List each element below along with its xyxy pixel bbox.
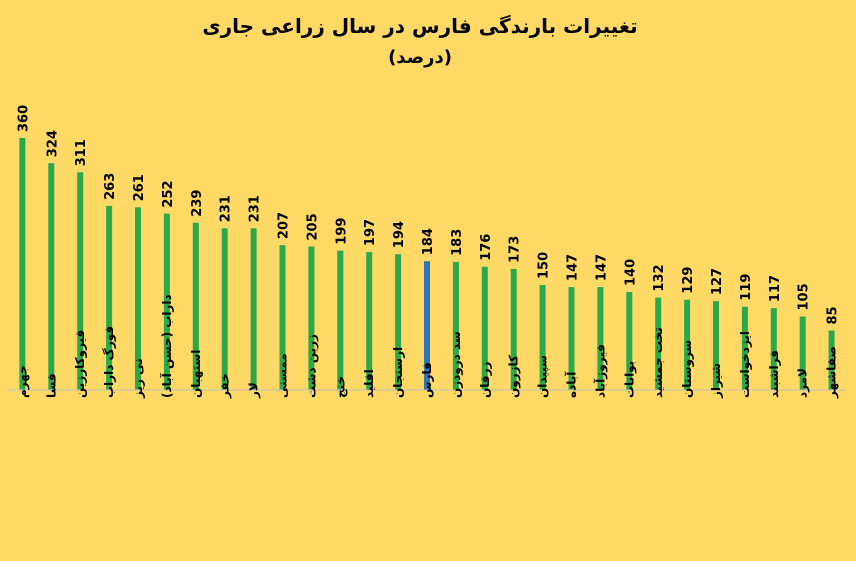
bar-0 bbox=[19, 138, 26, 390]
bar-17 bbox=[510, 268, 517, 390]
value-label-19: 147 bbox=[566, 254, 581, 281]
value-label-26: 117 bbox=[768, 275, 783, 302]
value-label-10: 205 bbox=[305, 213, 320, 240]
category-label-19: آباده bbox=[564, 371, 579, 398]
bar-4 bbox=[135, 207, 141, 390]
bar-21 bbox=[626, 292, 633, 390]
bar-14 bbox=[424, 261, 430, 390]
value-label-23: 129 bbox=[681, 267, 696, 294]
category-label-22: تخت جمشید bbox=[651, 327, 665, 398]
category-label-10: زرین دشت bbox=[304, 334, 318, 398]
value-label-27: 105 bbox=[797, 283, 812, 310]
category-label-28: صفاشهر bbox=[825, 346, 839, 399]
category-label-11: خنج bbox=[333, 376, 347, 398]
value-label-15: 183 bbox=[450, 229, 465, 256]
value-label-7: 231 bbox=[219, 195, 234, 222]
category-label-12: اقلید bbox=[362, 369, 376, 398]
bar-5 bbox=[163, 213, 170, 390]
value-label-16: 176 bbox=[479, 234, 494, 261]
chart-subtitle: (درصد) bbox=[388, 47, 452, 68]
category-label-18: سپیدان bbox=[536, 355, 550, 398]
value-label-5: 252 bbox=[161, 180, 176, 207]
value-label-6: 239 bbox=[190, 190, 205, 217]
value-label-3: 263 bbox=[103, 173, 118, 200]
category-label-5: داراب (حسن آباد) bbox=[159, 294, 174, 398]
bars-group bbox=[19, 138, 835, 390]
bar-3 bbox=[106, 205, 113, 390]
category-label-20: فیروزآباد bbox=[592, 344, 608, 398]
bar-7 bbox=[221, 228, 228, 390]
bar-27 bbox=[799, 316, 806, 390]
category-label-17: کازرون bbox=[507, 355, 522, 398]
category-label-14: فارس bbox=[420, 362, 434, 398]
value-label-28: 85 bbox=[826, 306, 841, 324]
value-label-11: 199 bbox=[334, 218, 349, 245]
bar-24 bbox=[713, 301, 719, 390]
category-label-2: قیروکارزین bbox=[73, 330, 88, 398]
bar-1 bbox=[48, 163, 55, 390]
value-label-22: 132 bbox=[652, 264, 667, 291]
bar-10 bbox=[308, 246, 315, 390]
category-label-9: ممسنی bbox=[276, 353, 290, 398]
bar-15 bbox=[452, 261, 459, 390]
value-label-4: 261 bbox=[132, 174, 147, 201]
value-label-2: 311 bbox=[74, 139, 89, 166]
category-label-15: سد درودزن bbox=[449, 331, 464, 398]
value-label-12: 197 bbox=[363, 219, 378, 246]
value-label-21: 140 bbox=[623, 259, 638, 286]
value-labels-group: 360 324 311 263 261 252 239 231 231 207 205 199 197 1… bbox=[16, 105, 840, 325]
bar-12 bbox=[366, 252, 373, 390]
bar-20 bbox=[597, 287, 604, 390]
category-label-25: ایزدخواست bbox=[738, 331, 753, 398]
value-label-0: 360 bbox=[16, 105, 31, 132]
bar-16 bbox=[481, 266, 488, 390]
category-label-3: فورگ داراب bbox=[101, 326, 117, 398]
category-label-26: فراشبند bbox=[767, 350, 781, 398]
bar-11 bbox=[337, 250, 344, 390]
chart-title: تغییرات بارندگی فارس در سال زراعی جاری bbox=[202, 14, 637, 38]
category-label-1: فسا bbox=[44, 373, 58, 398]
value-label-20: 147 bbox=[594, 254, 609, 281]
value-label-9: 207 bbox=[277, 212, 292, 239]
value-label-25: 119 bbox=[739, 274, 754, 301]
value-label-13: 194 bbox=[392, 221, 407, 248]
category-label-4: نی ریز bbox=[131, 358, 145, 399]
bar-22 bbox=[655, 297, 662, 390]
category-label-24: شیراز bbox=[709, 363, 723, 399]
bar-6 bbox=[192, 222, 199, 390]
value-label-1: 324 bbox=[45, 130, 60, 157]
category-labels-group: جهرم فسا قیروکارزین فورگ داراب نی ریز داراب (… bbox=[15, 294, 838, 399]
bar-28 bbox=[828, 330, 835, 390]
bar-9 bbox=[279, 245, 286, 390]
value-label-17: 173 bbox=[508, 236, 523, 263]
category-label-27: لامرد bbox=[796, 368, 810, 398]
category-label-23: سروستان bbox=[680, 340, 695, 398]
category-label-16: زرقان bbox=[478, 361, 492, 398]
category-label-8: لار bbox=[247, 382, 261, 399]
bar-13 bbox=[395, 254, 402, 390]
bar-23 bbox=[684, 299, 691, 390]
category-label-6: استهبان bbox=[189, 350, 203, 398]
category-label-13: ارسنجان bbox=[391, 347, 405, 398]
bar-25 bbox=[741, 306, 748, 390]
value-label-18: 150 bbox=[537, 252, 552, 279]
value-label-14: 184 bbox=[421, 228, 436, 255]
category-label-21: بوانات bbox=[622, 361, 637, 398]
bar-18 bbox=[539, 285, 546, 390]
value-label-24: 127 bbox=[710, 268, 725, 295]
value-label-8: 231 bbox=[248, 195, 263, 222]
category-label-0: جهرم bbox=[15, 365, 30, 398]
bar-2 bbox=[77, 172, 84, 390]
bar-26 bbox=[770, 308, 777, 390]
bar-8 bbox=[250, 228, 257, 390]
bar-19 bbox=[568, 287, 575, 390]
category-label-7: خفر bbox=[218, 373, 232, 399]
